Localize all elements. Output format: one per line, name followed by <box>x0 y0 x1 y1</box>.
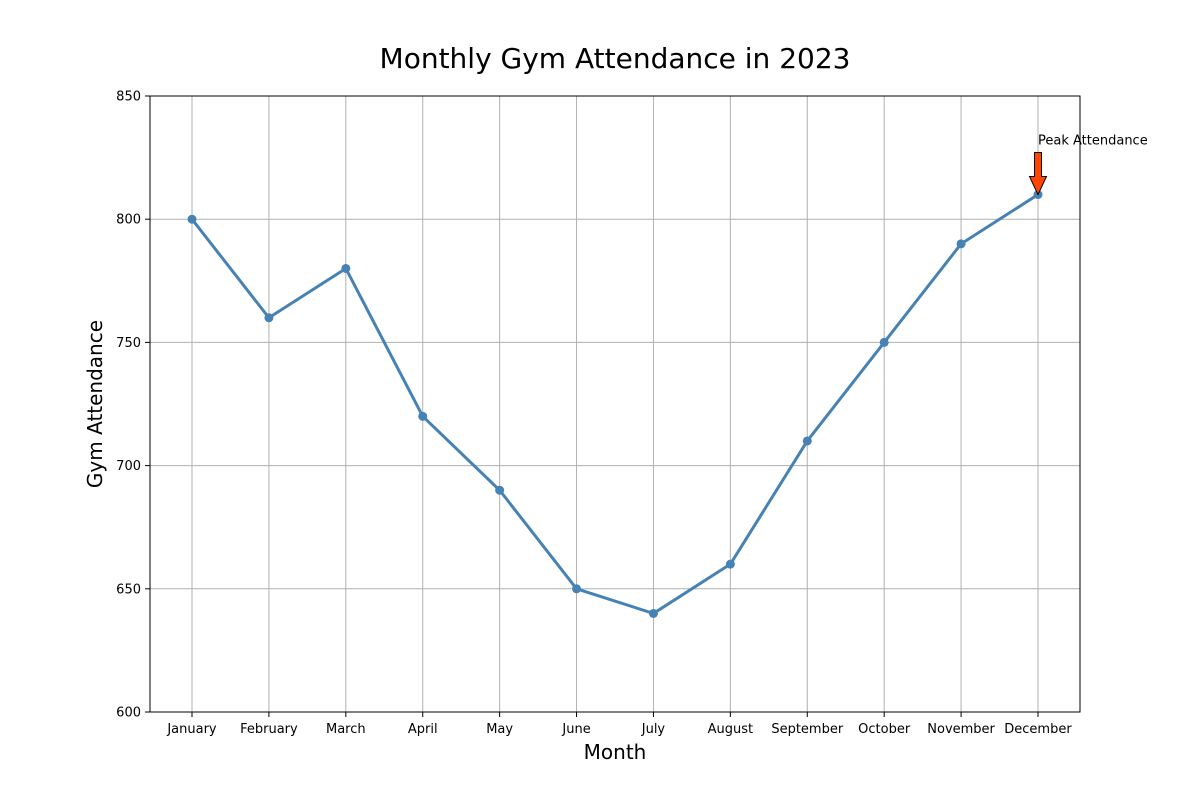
x-axis-label: Month <box>584 740 647 764</box>
x-tick-label: February <box>240 722 298 737</box>
data-point <box>725 559 735 569</box>
x-tick-label: July <box>641 722 666 737</box>
x-tick-label: January <box>166 722 217 737</box>
series-layer <box>187 190 1043 618</box>
data-point <box>572 584 582 594</box>
data-point <box>956 239 966 249</box>
x-tick-label: April <box>408 722 438 737</box>
data-point <box>187 214 197 224</box>
ticks-layer: January February March April May June July Augu… <box>116 90 1072 738</box>
y-tick-label: 700 <box>116 459 141 474</box>
y-tick-label: 750 <box>116 336 141 351</box>
data-point <box>341 263 351 273</box>
x-tick-label: November <box>927 722 995 737</box>
x-tick-label: October <box>858 722 911 737</box>
y-tick-label: 650 <box>116 582 141 597</box>
y-tick-label: 850 <box>116 90 141 105</box>
x-tick-label: September <box>771 722 844 737</box>
data-point <box>648 608 658 618</box>
data-point <box>264 313 274 323</box>
y-tick-label: 800 <box>116 213 141 228</box>
data-point <box>495 485 505 495</box>
annotation-label: Peak Attendance <box>1038 134 1148 149</box>
chart-title: Monthly Gym Attendance in 2023 <box>380 42 851 75</box>
data-point <box>879 337 889 347</box>
grid-layer <box>150 95 1080 713</box>
x-tick-label: August <box>708 722 754 737</box>
series-line <box>190 193 1040 615</box>
x-tick-label: March <box>326 722 366 737</box>
y-axis-label: Gym Attendance <box>83 320 107 488</box>
x-tick-label: May <box>486 722 513 737</box>
annotation-layer: Peak Attendance <box>1028 134 1148 196</box>
y-tick-label: 600 <box>116 706 141 721</box>
plot-area-frame <box>149 95 1081 713</box>
x-tick-label: December <box>1004 722 1072 737</box>
annotation-arrow <box>1028 152 1048 196</box>
data-point <box>418 411 428 421</box>
x-tick-label: June <box>561 722 590 737</box>
data-point <box>802 436 812 446</box>
